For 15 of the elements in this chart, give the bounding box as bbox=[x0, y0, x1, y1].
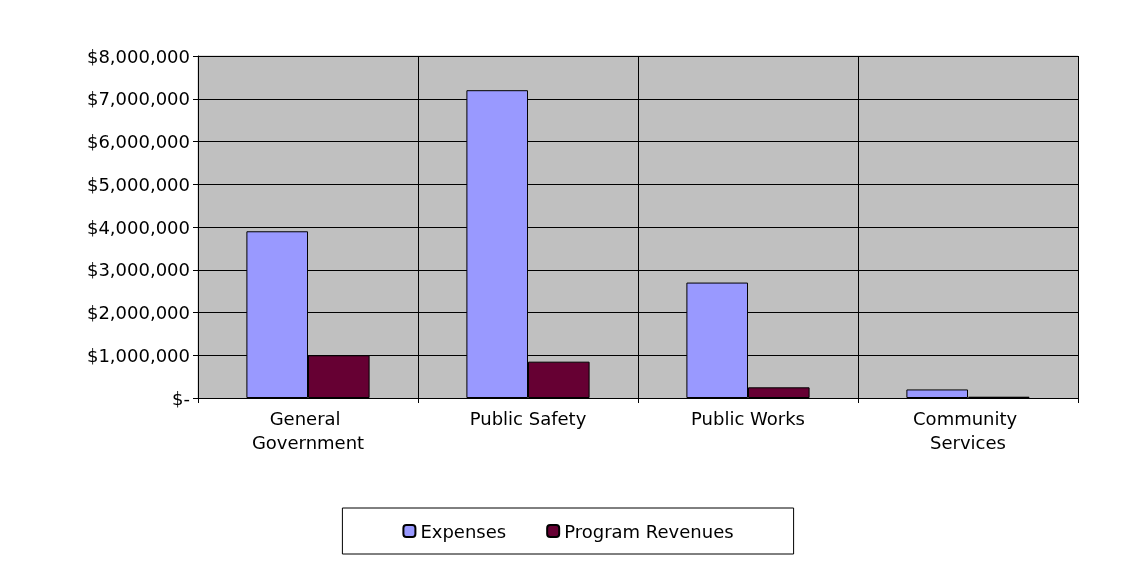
y-tick-label: $3,000,000 bbox=[86, 259, 190, 281]
y-tick-label: $4,000,000 bbox=[86, 216, 190, 238]
y-tick-label: $8,000,000 bbox=[86, 45, 190, 67]
y-tick-label: $2,000,000 bbox=[86, 302, 190, 323]
y-tick-label: $1,000,000 bbox=[86, 344, 190, 366]
y-tick-label: $- bbox=[172, 387, 190, 409]
x-tick-label: General Government bbox=[251, 407, 365, 453]
x-tick-label: Community Services bbox=[913, 407, 1023, 453]
y-tick-label: $5,000,000 bbox=[86, 173, 190, 195]
legend-label: Expenses bbox=[420, 520, 507, 542]
x-tick-label: Public Safety bbox=[469, 407, 587, 429]
x-tick-label: Public Works bbox=[691, 407, 805, 429]
y-tick-label: $7,000,000 bbox=[86, 88, 190, 110]
legend-label: Program Revenues bbox=[564, 520, 734, 542]
y-tick-label: $6,000,000 bbox=[86, 131, 190, 152]
